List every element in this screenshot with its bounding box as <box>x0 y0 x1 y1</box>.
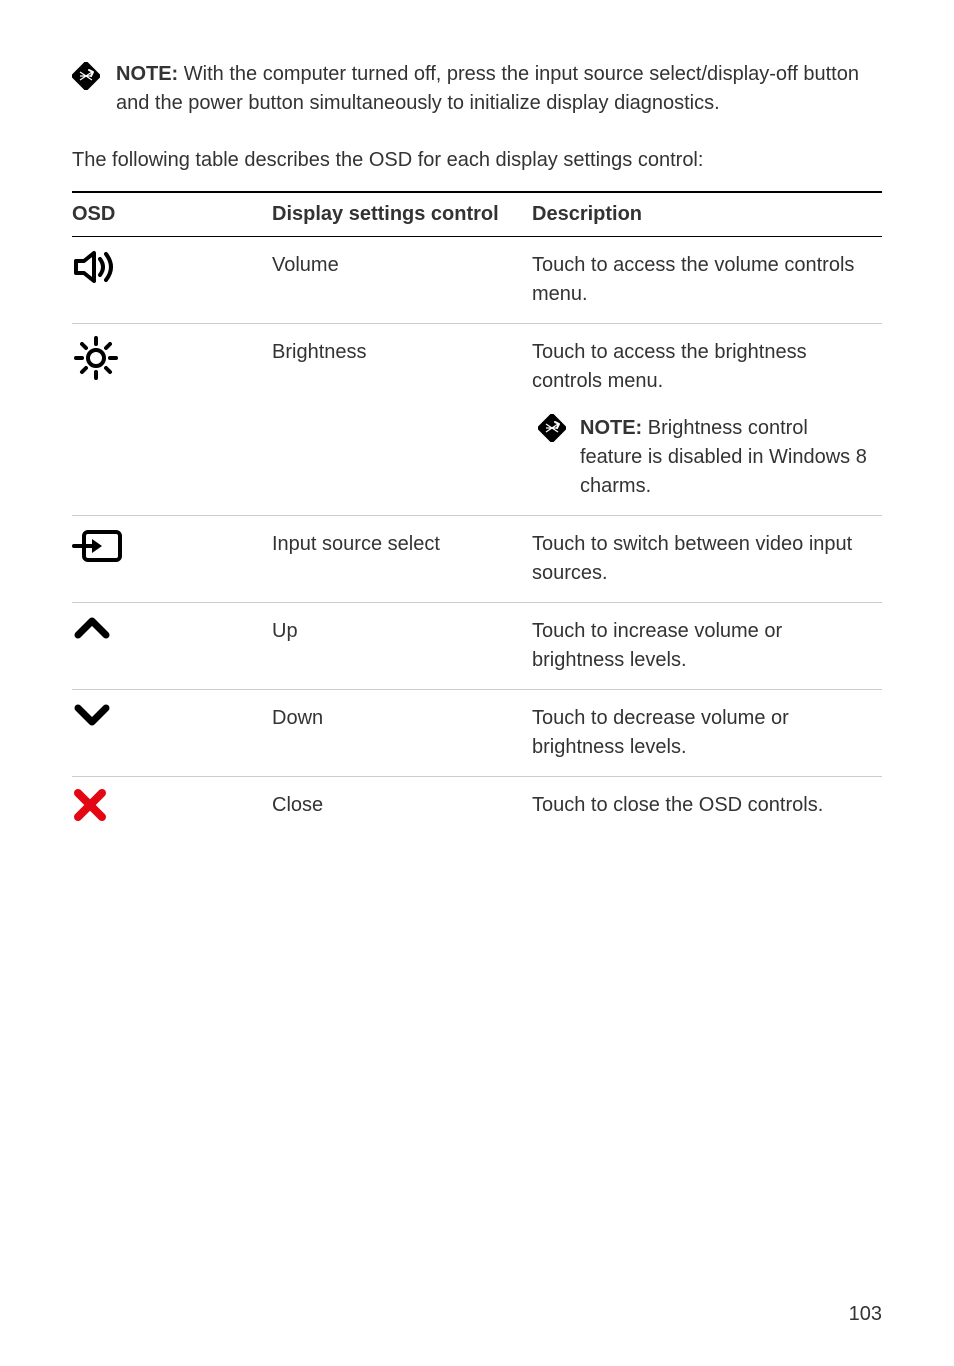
header-control: Display settings control <box>272 192 532 237</box>
osd-icon-cell <box>72 777 272 838</box>
table-header-row: OSD Display settings control Description <box>72 192 882 237</box>
chevron-up-icon <box>72 613 112 641</box>
close-icon <box>72 787 108 823</box>
input-source-icon <box>72 526 124 566</box>
brightness-icon <box>72 334 120 382</box>
note-icon <box>538 414 566 442</box>
osd-icon-cell <box>72 603 272 690</box>
header-osd: OSD <box>72 192 272 237</box>
control-cell: Up <box>272 603 532 690</box>
top-note-block: NOTE: With the computer turned off, pres… <box>72 60 882 118</box>
osd-icon-cell <box>72 690 272 777</box>
control-cell: Input source select <box>272 516 532 603</box>
inner-note-strong: NOTE: <box>580 417 642 439</box>
control-cell: Brightness <box>272 324 532 516</box>
table-row: Up Touch to increase volume or brightnes… <box>72 603 882 690</box>
inner-note-text: NOTE: Brightness control feature is disa… <box>580 414 874 501</box>
table-row: Close Touch to close the OSD controls. <box>72 777 882 838</box>
note-body: With the computer turned off, press the … <box>116 63 859 114</box>
desc-cell: Touch to increase volume or brightness l… <box>532 603 882 690</box>
page-number: 103 <box>849 1303 882 1326</box>
osd-icon-cell <box>72 324 272 516</box>
control-cell: Down <box>272 690 532 777</box>
table-row: Input source select Touch to switch betw… <box>72 516 882 603</box>
inner-note-block: NOTE: Brightness control feature is disa… <box>532 414 874 501</box>
note-strong: NOTE: <box>116 63 178 85</box>
desc-cell: Touch to access the brightness controls … <box>532 324 882 516</box>
table-row: Down Touch to decrease volume or brightn… <box>72 690 882 777</box>
chevron-down-icon <box>72 700 112 728</box>
osd-icon-cell <box>72 516 272 603</box>
desc-cell: Touch to switch between video input sour… <box>532 516 882 603</box>
table-row: Brightness Touch to access the brightnes… <box>72 324 882 516</box>
desc-text: Touch to access the brightness controls … <box>532 341 807 392</box>
desc-cell: Touch to close the OSD controls. <box>532 777 882 838</box>
top-note-text: NOTE: With the computer turned off, pres… <box>116 60 882 118</box>
volume-icon <box>72 247 120 287</box>
control-cell: Close <box>272 777 532 838</box>
note-icon <box>72 62 100 90</box>
desc-cell: Touch to decrease volume or brightness l… <box>532 690 882 777</box>
intro-text: The following table describes the OSD fo… <box>72 146 882 175</box>
control-cell: Volume <box>272 237 532 324</box>
header-desc: Description <box>532 192 882 237</box>
table-row: Volume Touch to access the volume contro… <box>72 237 882 324</box>
osd-icon-cell <box>72 237 272 324</box>
desc-cell: Touch to access the volume controls menu… <box>532 237 882 324</box>
osd-table: OSD Display settings control Description… <box>72 191 882 837</box>
